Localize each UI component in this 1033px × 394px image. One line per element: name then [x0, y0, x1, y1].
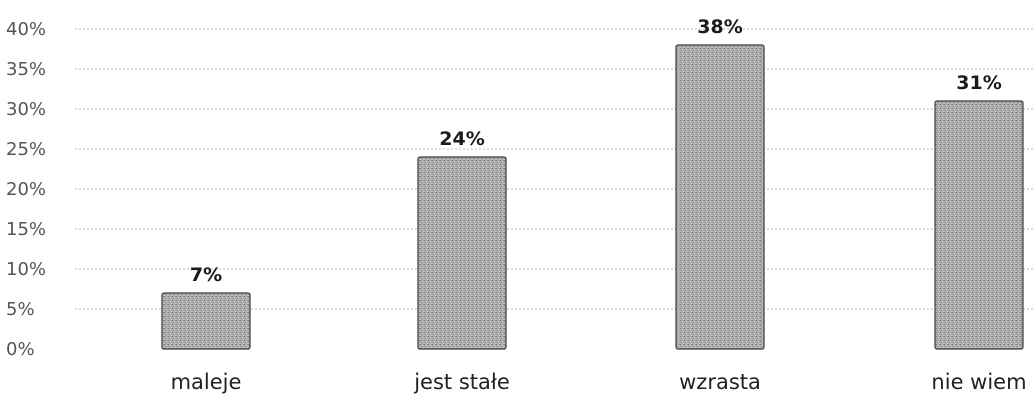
category-label: maleje: [171, 370, 242, 394]
y-axis-ticks: 0% 5% 10% 15% 20% 25% 30% 35% 40%: [6, 19, 46, 360]
y-tick-label: 30%: [6, 99, 46, 120]
category-label: jest stałe: [413, 370, 510, 394]
y-tick-label: 10%: [6, 259, 46, 280]
y-tick-label: 25%: [6, 139, 46, 160]
data-label: 31%: [956, 72, 1001, 94]
category-label: nie wiem: [931, 370, 1026, 394]
y-tick-label: 40%: [6, 19, 46, 40]
bar: [161, 292, 251, 350]
y-tick-label: 20%: [6, 179, 46, 200]
data-labels: 7% 24% 38% 31%: [190, 16, 1002, 286]
bars: [161, 44, 1024, 350]
bar: [675, 44, 765, 350]
y-tick-label: 5%: [6, 299, 35, 320]
data-label: 24%: [439, 128, 484, 150]
y-tick-label: 35%: [6, 59, 46, 80]
data-label: 38%: [697, 16, 742, 38]
category-labels: maleje jest stałe wzrasta nie wiem: [171, 370, 1027, 394]
data-label: 7%: [190, 264, 222, 286]
category-label: wzrasta: [679, 370, 761, 394]
y-tick-label: 0%: [6, 339, 35, 360]
bar: [417, 156, 507, 350]
bar: [934, 100, 1024, 350]
y-tick-label: 15%: [6, 219, 46, 240]
